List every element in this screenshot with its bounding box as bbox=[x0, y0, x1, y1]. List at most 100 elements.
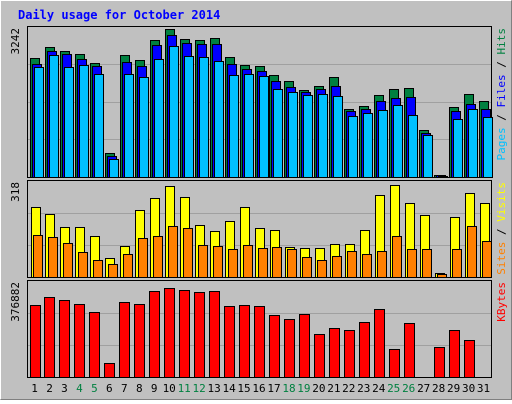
x-tick-label-27: 27 bbox=[417, 382, 430, 395]
bar-kbytes-21 bbox=[329, 328, 340, 378]
bar-pages-23 bbox=[363, 113, 373, 178]
bar-pages-2 bbox=[49, 55, 59, 178]
bar-kbytes-26 bbox=[404, 323, 415, 378]
bar-sites-5 bbox=[93, 260, 103, 278]
x-tick-label-3: 3 bbox=[61, 382, 68, 395]
bar-sites-7 bbox=[123, 254, 133, 278]
bar-sites-31 bbox=[482, 241, 492, 278]
bar-sites-14 bbox=[228, 249, 238, 278]
bar-sites-26 bbox=[407, 249, 417, 278]
bar-kbytes-15 bbox=[239, 305, 250, 378]
bar-pages-31 bbox=[483, 117, 493, 178]
bar-kbytes-24 bbox=[374, 309, 385, 378]
bar-pages-25 bbox=[393, 105, 403, 178]
bar-kbytes-1 bbox=[30, 305, 41, 378]
bar-sites-8 bbox=[138, 238, 148, 278]
bar-kbytes-6 bbox=[104, 363, 115, 378]
bar-pages-21 bbox=[333, 96, 343, 178]
x-tick-label-16: 16 bbox=[252, 382, 265, 395]
bar-sites-4 bbox=[78, 252, 88, 278]
bar-pages-9 bbox=[154, 59, 164, 178]
x-tick-label-21: 21 bbox=[327, 382, 340, 395]
bar-sites-3 bbox=[63, 243, 73, 278]
x-tick-label-23: 23 bbox=[357, 382, 370, 395]
bar-pages-29 bbox=[453, 119, 463, 178]
x-tick-label-12: 12 bbox=[192, 382, 205, 395]
bar-pages-7 bbox=[124, 74, 134, 178]
scale-label-middle: 318 bbox=[9, 182, 22, 202]
bar-kbytes-10 bbox=[164, 288, 175, 378]
legend-middle: Sites / Visits bbox=[495, 182, 508, 275]
bar-sites-22 bbox=[347, 251, 357, 278]
legend-separator: / bbox=[495, 55, 508, 75]
bar-pages-22 bbox=[348, 116, 358, 178]
x-tick-label-28: 28 bbox=[432, 382, 445, 395]
bar-sites-17 bbox=[272, 247, 282, 278]
bar-pages-30 bbox=[468, 109, 478, 178]
x-tick-label-10: 10 bbox=[163, 382, 176, 395]
bar-sites-18 bbox=[287, 249, 297, 278]
legend-separator: / bbox=[495, 222, 508, 242]
bar-pages-16 bbox=[259, 76, 269, 178]
bar-pages-24 bbox=[378, 110, 388, 178]
bar-sites-12 bbox=[198, 245, 208, 278]
bar-kbytes-4 bbox=[74, 304, 85, 378]
bar-pages-5 bbox=[94, 74, 104, 178]
bar-sites-11 bbox=[183, 228, 193, 278]
bar-sites-1 bbox=[33, 235, 43, 278]
bar-sites-25 bbox=[392, 236, 402, 278]
x-tick-label-26: 26 bbox=[402, 382, 415, 395]
x-tick-label-9: 9 bbox=[151, 382, 158, 395]
legend-item-visits: Visits bbox=[495, 182, 508, 222]
bar-kbytes-30 bbox=[464, 340, 475, 378]
bar-kbytes-12 bbox=[194, 292, 205, 378]
bar-kbytes-19 bbox=[299, 314, 310, 378]
bar-pages-12 bbox=[199, 57, 209, 178]
bar-kbytes-8 bbox=[134, 304, 145, 378]
bar-kbytes-28 bbox=[434, 347, 445, 378]
bar-kbytes-13 bbox=[209, 291, 220, 378]
bar-kbytes-23 bbox=[359, 322, 370, 378]
x-tick-label-29: 29 bbox=[447, 382, 460, 395]
bar-kbytes-17 bbox=[269, 315, 280, 378]
x-tick-label-19: 19 bbox=[297, 382, 310, 395]
x-tick-label-1: 1 bbox=[31, 382, 38, 395]
bar-pages-10 bbox=[169, 46, 179, 178]
bar-pages-11 bbox=[184, 56, 194, 178]
bar-kbytes-29 bbox=[449, 330, 460, 378]
bar-sites-16 bbox=[258, 248, 268, 278]
bar-sites-6 bbox=[108, 264, 118, 278]
legend-separator: / bbox=[495, 108, 508, 128]
bar-pages-4 bbox=[79, 65, 89, 178]
bar-sites-2 bbox=[48, 237, 58, 278]
bar-sites-21 bbox=[332, 256, 342, 278]
chart-title: Daily usage for October 2014 bbox=[18, 8, 220, 22]
legend-item-sites: Sites bbox=[495, 242, 508, 275]
bar-sites-30 bbox=[467, 226, 477, 278]
bar-kbytes-9 bbox=[149, 291, 160, 378]
bar-kbytes-25 bbox=[389, 349, 400, 378]
x-tick-label-7: 7 bbox=[121, 382, 128, 395]
scale-label-top: 3242 bbox=[9, 28, 22, 55]
bar-sites-24 bbox=[377, 251, 387, 278]
x-tick-label-15: 15 bbox=[237, 382, 250, 395]
bar-kbytes-22 bbox=[344, 330, 355, 378]
x-tick-label-18: 18 bbox=[282, 382, 295, 395]
x-tick-label-6: 6 bbox=[106, 382, 113, 395]
x-tick-label-25: 25 bbox=[387, 382, 400, 395]
bar-sites-27 bbox=[422, 249, 432, 278]
bar-kbytes-7 bbox=[119, 302, 130, 378]
legend-item-pages: Pages bbox=[495, 127, 508, 160]
bar-sites-29 bbox=[452, 249, 462, 278]
bar-sites-28 bbox=[437, 274, 447, 278]
x-tick-label-11: 11 bbox=[178, 382, 191, 395]
bar-kbytes-2 bbox=[44, 297, 55, 378]
bar-pages-3 bbox=[64, 67, 74, 178]
x-tick-label-30: 30 bbox=[462, 382, 475, 395]
bar-pages-28 bbox=[438, 176, 448, 178]
bar-sites-23 bbox=[362, 254, 372, 278]
bar-pages-20 bbox=[318, 94, 328, 178]
